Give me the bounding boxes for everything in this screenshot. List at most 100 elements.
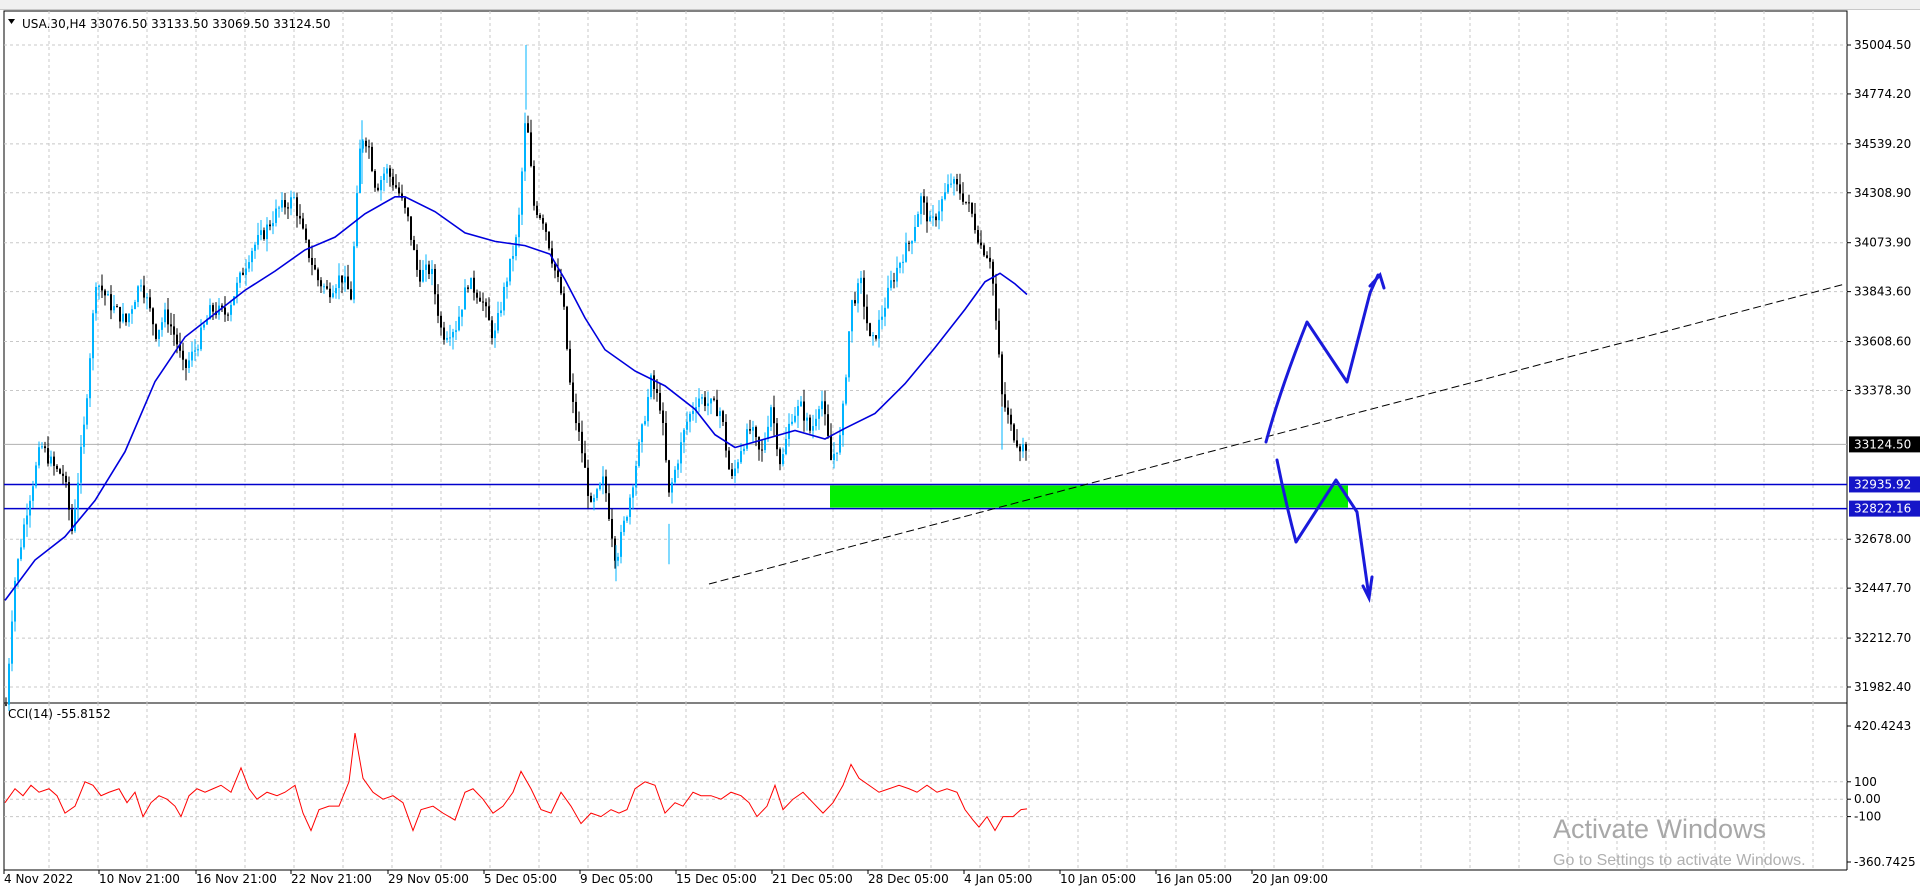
- candle-body: [305, 228, 307, 240]
- candle-body: [68, 482, 70, 510]
- candle-body: [476, 292, 478, 298]
- candle-body: [539, 214, 541, 219]
- candle-body: [260, 230, 262, 235]
- candle-body: [236, 282, 238, 297]
- candle-body: [14, 580, 16, 622]
- candle-body: [449, 337, 451, 339]
- candle-body: [584, 453, 586, 468]
- x-tick-label: 15 Dec 05:00: [676, 872, 757, 886]
- candle-body: [83, 424, 85, 447]
- y-tick-label: 32678.00: [1854, 532, 1911, 546]
- candle-body: [5, 704, 7, 706]
- candle-body: [191, 351, 193, 361]
- x-tick-label: 22 Nov 21:00: [291, 872, 372, 886]
- candle-body: [932, 216, 934, 218]
- candle-body: [704, 397, 706, 406]
- candle-body: [248, 262, 250, 269]
- candle-body: [197, 349, 199, 351]
- candle-body: [332, 293, 334, 298]
- candle-body: [536, 205, 538, 215]
- candle-body: [170, 324, 172, 327]
- candle-body: [587, 467, 589, 496]
- candle-body: [278, 207, 280, 209]
- candle-body: [578, 423, 580, 432]
- candle-body: [743, 448, 745, 452]
- candle-body: [458, 316, 460, 331]
- candle-body: [785, 438, 787, 455]
- y-tick-label: 33608.60: [1854, 335, 1911, 349]
- price-tag-label: 33124.50: [1854, 437, 1911, 451]
- candle-body: [866, 306, 868, 324]
- candle-body: [242, 272, 244, 275]
- candle-body: [995, 283, 997, 321]
- candle-body: [848, 331, 850, 378]
- candle-body: [104, 290, 106, 296]
- candle-body: [362, 140, 364, 149]
- candle-body: [656, 389, 658, 393]
- candle-body: [917, 214, 919, 227]
- candle-body: [710, 398, 712, 404]
- candle-body: [857, 283, 859, 304]
- candle-body: [419, 269, 421, 282]
- candle-body: [890, 280, 892, 288]
- symbol-menu-icon[interactable]: [8, 19, 15, 24]
- candle-body: [497, 313, 499, 331]
- moving-average-line: [4, 195, 1028, 601]
- candle-body: [1019, 446, 1021, 452]
- candle-body: [317, 269, 319, 281]
- candle-body: [674, 469, 676, 483]
- candle-body: [1007, 407, 1009, 415]
- candle-body: [575, 401, 577, 424]
- cci-tick-label: -360.7425: [1854, 855, 1916, 869]
- candle-body: [353, 246, 355, 300]
- candle-body: [434, 268, 436, 295]
- candle-body: [1004, 394, 1006, 408]
- candle-body: [863, 277, 865, 307]
- x-tick-label: 16 Jan 05:00: [1156, 872, 1232, 886]
- support-zone-rect: [830, 485, 1348, 508]
- candle-body: [692, 411, 694, 414]
- candles: [5, 45, 1027, 712]
- candle-body: [491, 320, 493, 339]
- candle-body: [794, 415, 796, 422]
- candle-body: [485, 302, 487, 307]
- candle-body: [119, 307, 121, 322]
- candle-body: [227, 314, 229, 316]
- x-tick-label: 28 Dec 05:00: [868, 872, 949, 886]
- candle-body: [140, 285, 142, 287]
- candle-body: [572, 382, 574, 402]
- candle-body: [878, 319, 880, 339]
- candle-body: [680, 442, 682, 464]
- candle-body: [764, 439, 766, 451]
- candle-body: [284, 200, 286, 208]
- candle-body: [488, 306, 490, 321]
- y-tick-label: 35004.50: [1854, 38, 1911, 52]
- candle-body: [404, 198, 406, 208]
- x-tick-label: 9 Dec 05:00: [580, 872, 653, 886]
- candle-body: [143, 285, 145, 298]
- candle-body: [527, 123, 529, 133]
- candle-body: [506, 281, 508, 287]
- candle-body: [869, 323, 871, 337]
- candle-body: [185, 359, 187, 368]
- candle-body: [473, 277, 475, 293]
- candle-body: [956, 179, 958, 185]
- candle-body: [326, 286, 328, 289]
- x-tick-label: 4 Jan 05:00: [964, 872, 1032, 886]
- candle-body: [797, 406, 799, 416]
- price-tag-box: [1849, 436, 1920, 453]
- candle-body: [26, 515, 28, 525]
- candle-body: [467, 287, 469, 289]
- candle-body: [341, 275, 343, 283]
- candle-body: [377, 187, 379, 191]
- candle-body: [359, 148, 361, 194]
- candle-body: [935, 216, 937, 221]
- candle-body: [431, 268, 433, 275]
- candle-body: [983, 245, 985, 256]
- candle-body: [500, 310, 502, 314]
- candle-body: [980, 242, 982, 246]
- candle-body: [266, 224, 268, 240]
- candle-body: [152, 308, 154, 325]
- candle-body: [722, 411, 724, 422]
